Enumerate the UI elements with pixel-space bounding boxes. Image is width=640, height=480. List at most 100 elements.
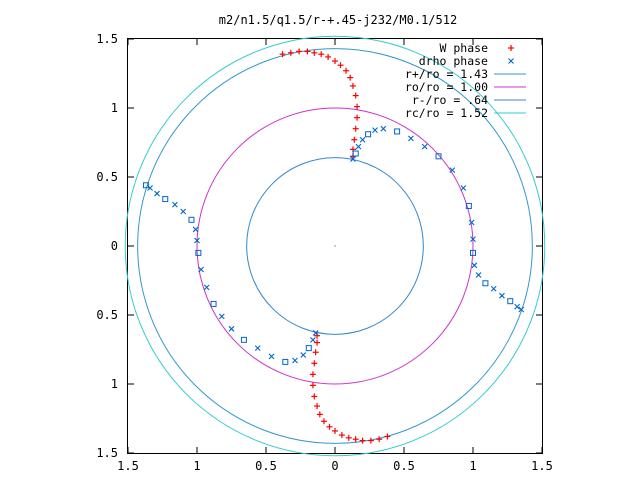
y-tick-label-6: 1.5 [96, 32, 118, 46]
point-drho-17 [471, 262, 478, 269]
legend-cross-marker [508, 58, 514, 64]
point-w-16 [351, 136, 358, 143]
point-w-22 [359, 437, 366, 444]
point-w-5 [318, 51, 325, 58]
point-drho-5 [372, 127, 378, 133]
legend-plus-marker [508, 45, 514, 51]
y-tick-label-3: 0 [111, 239, 118, 253]
point-w-23 [352, 436, 359, 443]
point-drho-28 [162, 196, 169, 203]
point-w-9 [343, 67, 350, 74]
circle-3 [124, 35, 546, 457]
x-tick-label-5: 1 [469, 459, 476, 473]
legend-label-w-phase: W phase [440, 41, 489, 55]
point-drho-42 [268, 353, 275, 360]
x-tick-label-4: 0.5 [393, 459, 415, 473]
reference-circles [124, 35, 546, 457]
origin-dot [334, 245, 336, 247]
point-w-35 [312, 349, 319, 356]
point-drho-27 [154, 190, 160, 197]
point-w-4 [311, 49, 318, 56]
point-w-31 [311, 393, 318, 400]
point-w-6 [325, 53, 332, 60]
point-drho-10 [435, 153, 442, 160]
point-w-10 [347, 74, 354, 81]
legend-label-rc: rc/ro = 1.52 [405, 106, 488, 120]
point-drho-21 [499, 292, 505, 299]
point-w-29 [316, 411, 323, 418]
point-drho-16 [470, 249, 476, 256]
point-drho-0 [350, 156, 356, 162]
point-drho-41 [254, 345, 261, 352]
point-drho-7 [394, 128, 401, 135]
point-w-7 [332, 58, 338, 65]
point-drho-25 [142, 182, 149, 189]
point-w-1 [287, 49, 294, 56]
x-tick-label-1: 1 [193, 459, 200, 473]
chart-title: m2/n1.5/q1.5/r-+.45-j232/M0.1/512 [219, 13, 457, 27]
y-tick-label-0: 1.5 [96, 446, 118, 460]
point-drho-13 [465, 202, 472, 209]
point-w-19 [384, 433, 391, 440]
point-drho-43 [282, 358, 289, 365]
point-w-32 [309, 382, 316, 389]
point-drho-4 [365, 131, 372, 138]
point-drho-26 [147, 185, 153, 191]
point-w-27 [326, 423, 333, 430]
point-w-20 [376, 436, 383, 443]
point-w-8 [337, 62, 344, 69]
circle-2 [246, 157, 424, 335]
x-tick-label-2: 0.5 [255, 459, 277, 473]
point-drho-24 [518, 306, 525, 313]
point-w-2 [296, 48, 303, 55]
point-w-13 [354, 103, 361, 110]
point-drho-31 [188, 216, 195, 223]
point-drho-45 [300, 352, 307, 358]
legend-label-drho-phase: drho phase [419, 54, 488, 68]
point-drho-38 [218, 313, 225, 320]
legend-marker-drho-phase [508, 58, 514, 64]
point-drho-18 [475, 272, 482, 278]
point-drho-44 [292, 357, 298, 364]
point-w-12 [352, 92, 359, 99]
point-drho-1 [352, 150, 359, 157]
point-drho-11 [449, 167, 456, 173]
point-drho-47 [310, 336, 316, 343]
point-drho-19 [482, 280, 489, 287]
point-drho-8 [408, 135, 414, 142]
point-drho-33 [194, 237, 200, 244]
point-drho-2 [355, 143, 362, 150]
legend-label-r-plus: r+/ro = 1.43 [405, 67, 488, 81]
point-w-24 [345, 434, 352, 441]
y-tick-label-2: 0.5 [96, 308, 118, 322]
y-tick-label-4: 0.5 [96, 170, 118, 184]
point-drho-46 [305, 345, 312, 352]
origin-point [334, 245, 336, 247]
point-drho-14 [468, 219, 475, 226]
x-tick-label-3: 0 [331, 459, 338, 473]
point-w-33 [309, 371, 316, 378]
point-w-26 [332, 427, 338, 434]
point-w-3 [304, 48, 311, 55]
point-drho-32 [192, 226, 199, 233]
point-w-34 [311, 360, 318, 367]
point-drho-15 [470, 236, 476, 242]
circle-1 [196, 107, 474, 385]
x-tick-labels: 1.5 1 0.5 0 0.5 1 1.5 [117, 459, 553, 473]
point-drho-40 [240, 336, 247, 343]
point-drho-20 [490, 285, 497, 292]
point-drho-23 [514, 303, 521, 310]
axis-ticks [127, 38, 543, 454]
point-drho-30 [180, 208, 187, 215]
point-drho-34 [195, 249, 202, 256]
point-w-0 [279, 51, 286, 58]
point-drho-37 [210, 300, 217, 307]
point-drho-29 [172, 201, 178, 208]
data-points [142, 48, 525, 444]
y-tick-label-5: 1 [111, 101, 118, 115]
point-drho-22 [507, 298, 514, 305]
legend-label-ro: ro/ro = 1.00 [405, 80, 488, 94]
y-tick-labels: 1.5 1 0.5 0 0.5 1 1.5 [96, 32, 118, 460]
x-tick-label-0: 1.5 [117, 459, 139, 473]
